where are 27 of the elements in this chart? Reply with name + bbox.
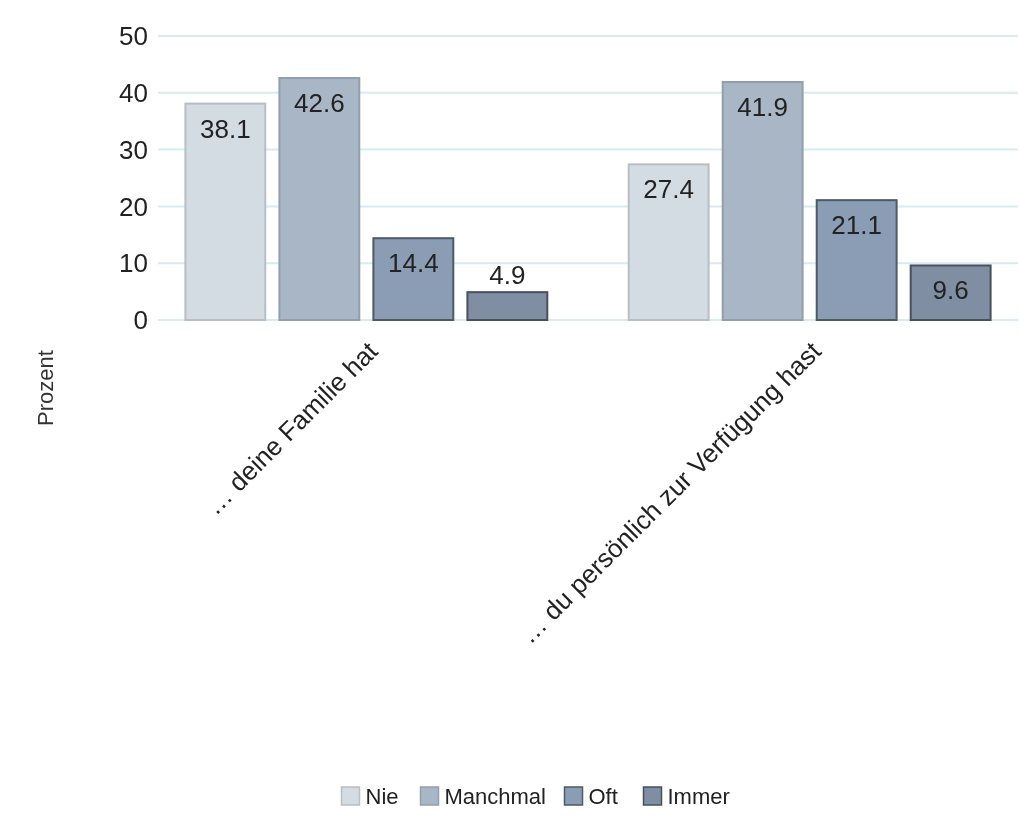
bar xyxy=(466,291,549,321)
y-tick-label: 30 xyxy=(119,134,148,165)
data-label: 38.1 xyxy=(200,113,251,144)
y-axis-title: Prozent xyxy=(33,350,58,426)
y-tick-label: 10 xyxy=(119,248,148,279)
y-tick-label: 40 xyxy=(119,77,148,108)
bar xyxy=(815,199,898,321)
y-tick-label: 20 xyxy=(119,191,148,222)
legend-label: Nie xyxy=(365,783,399,809)
data-label: 9.6 xyxy=(932,275,969,306)
bar xyxy=(627,163,710,321)
bar xyxy=(372,237,455,321)
data-label: 42.6 xyxy=(294,88,345,119)
bar xyxy=(278,77,361,321)
y-tick-label: 50 xyxy=(119,21,148,52)
legend-label: Oft xyxy=(588,783,618,809)
legend-label: Manchmal xyxy=(444,783,546,809)
bar xyxy=(721,81,804,321)
data-label: 14.4 xyxy=(388,248,439,279)
y-tick-label: 0 xyxy=(133,305,148,336)
legend-label: Immer xyxy=(667,783,730,809)
bar xyxy=(909,264,992,321)
data-label: 4.9 xyxy=(489,260,526,291)
data-label: 21.1 xyxy=(831,210,882,241)
data-label: 27.4 xyxy=(643,174,694,205)
bar xyxy=(184,102,267,321)
data-label: 41.9 xyxy=(737,92,788,123)
